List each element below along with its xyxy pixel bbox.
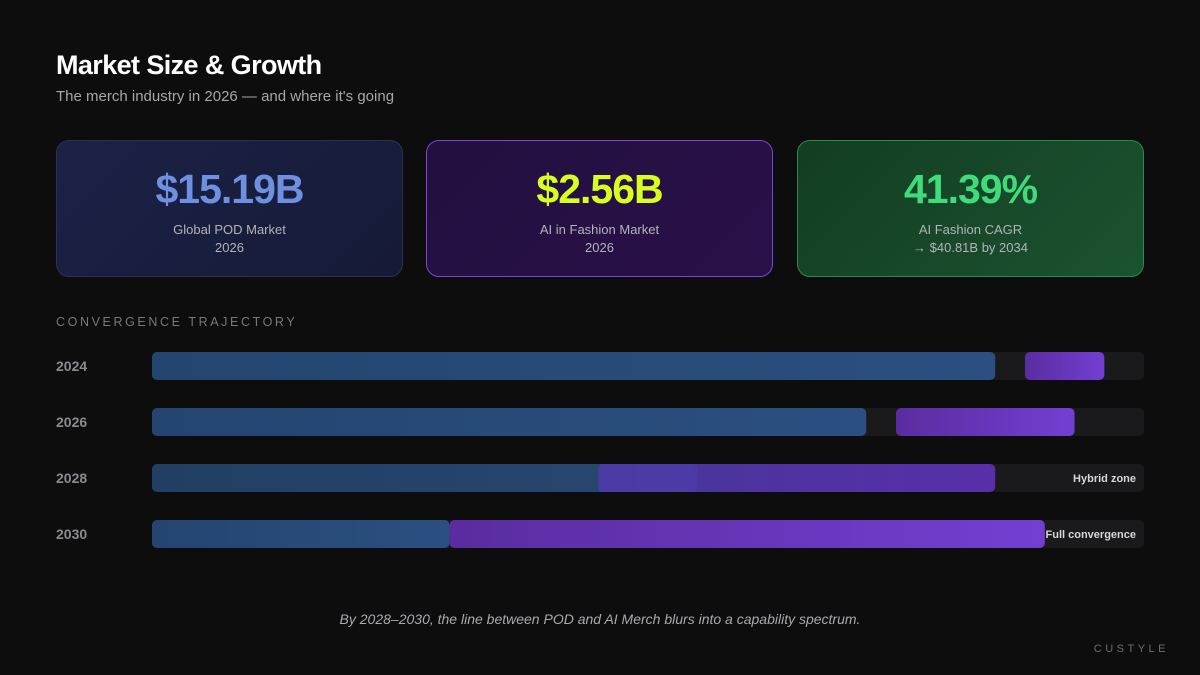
ai-merch-bar-2026 [896, 408, 1075, 436]
stat-value: 41.39% [903, 166, 1038, 212]
page-subtitle: The merch industry in 2026 — and where i… [56, 88, 395, 105]
brand-logo: CUSTYLE [1093, 643, 1169, 655]
stat-sublabel: 2026 [215, 240, 244, 255]
page-title: Market Size & Growth [56, 50, 322, 80]
pod-bar-2026 [152, 408, 867, 436]
stat-value: $15.19B [155, 166, 304, 212]
stat-card-ai-fashion-cagr: 41.39% AI Fashion CAGR → $40.81B by 2034 [797, 140, 1144, 277]
stat-cards: $15.19B Global POD Market 2026 $2.56B AI… [56, 140, 1144, 277]
ai-merch-bar-2024 [1024, 352, 1105, 380]
chart-caption: By 2028–2030, the line between POD and A… [339, 611, 861, 627]
bar-annotation-2028: Hybrid zone [1073, 473, 1136, 485]
pod-bar-2024 [152, 352, 996, 380]
stat-sublabel: 2026 [585, 240, 614, 255]
bar-annotation-2030: Full convergence [1046, 529, 1136, 541]
pod-bar-2030 [152, 520, 450, 548]
year-label-2028: 2028 [56, 470, 87, 486]
stat-label: Global POD Market [173, 222, 286, 237]
year-label-2026: 2026 [56, 414, 87, 430]
year-label-2024: 2024 [56, 358, 87, 374]
pod-bar-2028 [152, 464, 698, 492]
overlap-zone-2028 [598, 464, 698, 492]
stat-sublabel: → $40.81B by 2034 [913, 240, 1028, 255]
ai-merch-bar-2030 [449, 520, 1045, 548]
stat-card-ai-fashion-market: $2.56B AI in Fashion Market 2026 [426, 140, 773, 277]
stat-card-pod-market: $15.19B Global POD Market 2026 [56, 140, 403, 277]
year-label-2030: 2030 [56, 526, 87, 542]
stat-label: AI in Fashion Market [539, 222, 660, 237]
stat-label: AI Fashion CAGR [918, 222, 1023, 237]
section-label: CONVERGENCE TRAJECTORY [56, 315, 298, 329]
stat-value: $2.56B [536, 166, 663, 212]
